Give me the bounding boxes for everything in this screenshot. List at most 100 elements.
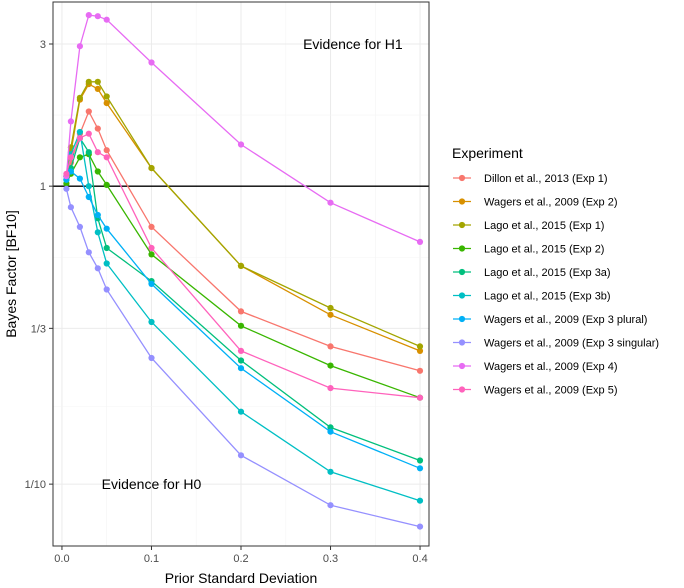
- data-point: [76, 128, 83, 136]
- data-point: [327, 343, 334, 350]
- series-line: [65, 136, 421, 462]
- series-line: [65, 81, 421, 347]
- legend-key-point: [458, 292, 466, 299]
- data-point: [237, 365, 245, 372]
- legend-item: Lago et al., 2015 (Exp 2): [453, 244, 604, 256]
- data-point: [103, 100, 110, 107]
- legend-label: Wagers et al., 2009 (Exp 4): [484, 361, 618, 373]
- legend-label: Wagers et al., 2009 (Exp 3 singular): [484, 338, 659, 350]
- data-point: [94, 211, 101, 219]
- series-7: [63, 168, 424, 472]
- legend-label: Lago et al., 2015 (Exp 3a): [484, 267, 611, 279]
- series-line: [65, 129, 421, 502]
- data-point: [85, 183, 92, 190]
- legend-item: Wagers et al., 2009 (Exp 3 plural): [453, 314, 647, 326]
- legend-label: Lago et al., 2015 (Exp 2): [484, 244, 604, 256]
- data-point: [94, 265, 101, 272]
- data-point: [148, 354, 155, 362]
- data-point: [63, 170, 70, 177]
- series-line: [65, 132, 421, 399]
- data-point: [237, 308, 245, 315]
- data-point: [76, 135, 83, 142]
- data-point: [416, 343, 424, 350]
- legend-label: Wagers et al., 2009 (Exp 5): [484, 385, 618, 397]
- legend-label: Dillon et al., 2013 (Exp 1): [484, 173, 608, 185]
- data-point: [103, 16, 110, 23]
- series-line: [65, 170, 421, 469]
- data-point: [148, 244, 155, 252]
- legend-key-point: [458, 315, 466, 323]
- data-point: [327, 199, 334, 206]
- x-tick-label: 0.0: [54, 553, 69, 565]
- data-point: [94, 78, 101, 85]
- y-tick-label: 3: [40, 39, 46, 51]
- data-point: [148, 165, 155, 172]
- data-point: [237, 322, 245, 329]
- data-point: [103, 147, 110, 154]
- series-10: [63, 130, 424, 401]
- legend-item: Wagers et al., 2009 (Exp 2): [453, 197, 618, 209]
- y-tick-label: 1: [40, 181, 46, 193]
- legend-label: Wagers et al., 2009 (Exp 3 plural): [484, 314, 647, 326]
- data-point: [67, 118, 74, 125]
- data-point: [237, 262, 245, 269]
- legend-label: Lago et al., 2015 (Exp 1): [484, 220, 604, 232]
- legend-label: Lago et al., 2015 (Exp 3b): [484, 291, 611, 303]
- data-point: [103, 154, 110, 161]
- legend-key-point: [458, 362, 466, 370]
- data-point: [237, 357, 245, 364]
- data-point: [327, 424, 334, 431]
- data-point: [103, 244, 110, 252]
- data-point: [85, 108, 92, 115]
- data-point: [76, 175, 83, 182]
- legend-item: Lago et al., 2015 (Exp 3b): [453, 291, 611, 303]
- data-point: [416, 238, 424, 245]
- data-point: [103, 286, 110, 293]
- data-point: [63, 185, 70, 192]
- data-point: [76, 94, 83, 101]
- legend-item: Dillon et al., 2013 (Exp 1): [453, 173, 608, 185]
- data-point: [148, 280, 155, 287]
- data-point: [94, 85, 101, 92]
- data-point: [148, 318, 155, 326]
- data-point: [103, 181, 110, 188]
- data-point: [327, 304, 334, 312]
- data-point: [416, 523, 424, 530]
- data-point: [94, 13, 101, 20]
- data-point: [85, 78, 92, 85]
- data-point: [327, 385, 334, 392]
- data-point: [148, 59, 155, 66]
- data-point: [85, 12, 92, 19]
- legend-item: Lago et al., 2015 (Exp 3a): [453, 267, 611, 279]
- data-point: [94, 125, 101, 132]
- axis-ticks: 0.0 0.1 0.2 0.3 0.4 1/10 1/3 1 3: [25, 39, 428, 565]
- data-point: [76, 43, 83, 50]
- data-point: [327, 468, 334, 475]
- grid: [53, 2, 429, 546]
- data-point: [103, 260, 110, 267]
- x-axis-title: Prior Standard Deviation: [165, 570, 318, 586]
- data-point: [327, 311, 334, 318]
- series-8: [63, 185, 424, 530]
- series-layer: [63, 12, 424, 530]
- data-point: [85, 193, 92, 201]
- x-tick-label: 0.3: [323, 553, 338, 565]
- legend: Experiment Dillon et al., 2013 (Exp 1) Wa…: [452, 145, 659, 397]
- data-point: [237, 141, 245, 148]
- annotation-evidence-h0: Evidence for H0: [102, 476, 202, 492]
- data-point: [148, 223, 155, 230]
- legend-key-point: [458, 221, 466, 229]
- x-tick-label: 0.2: [233, 553, 248, 565]
- data-point: [327, 362, 334, 369]
- annotation-evidence-h1: Evidence for H1: [303, 36, 403, 52]
- data-point: [416, 457, 424, 464]
- data-point: [237, 347, 245, 354]
- legend-item: Lago et al., 2015 (Exp 1): [453, 220, 604, 232]
- data-point: [416, 497, 424, 504]
- series-3: [63, 78, 424, 350]
- legend-label: Wagers et al., 2009 (Exp 2): [484, 197, 618, 209]
- data-point: [103, 225, 110, 232]
- data-point: [85, 149, 92, 156]
- legend-key-point: [458, 268, 466, 276]
